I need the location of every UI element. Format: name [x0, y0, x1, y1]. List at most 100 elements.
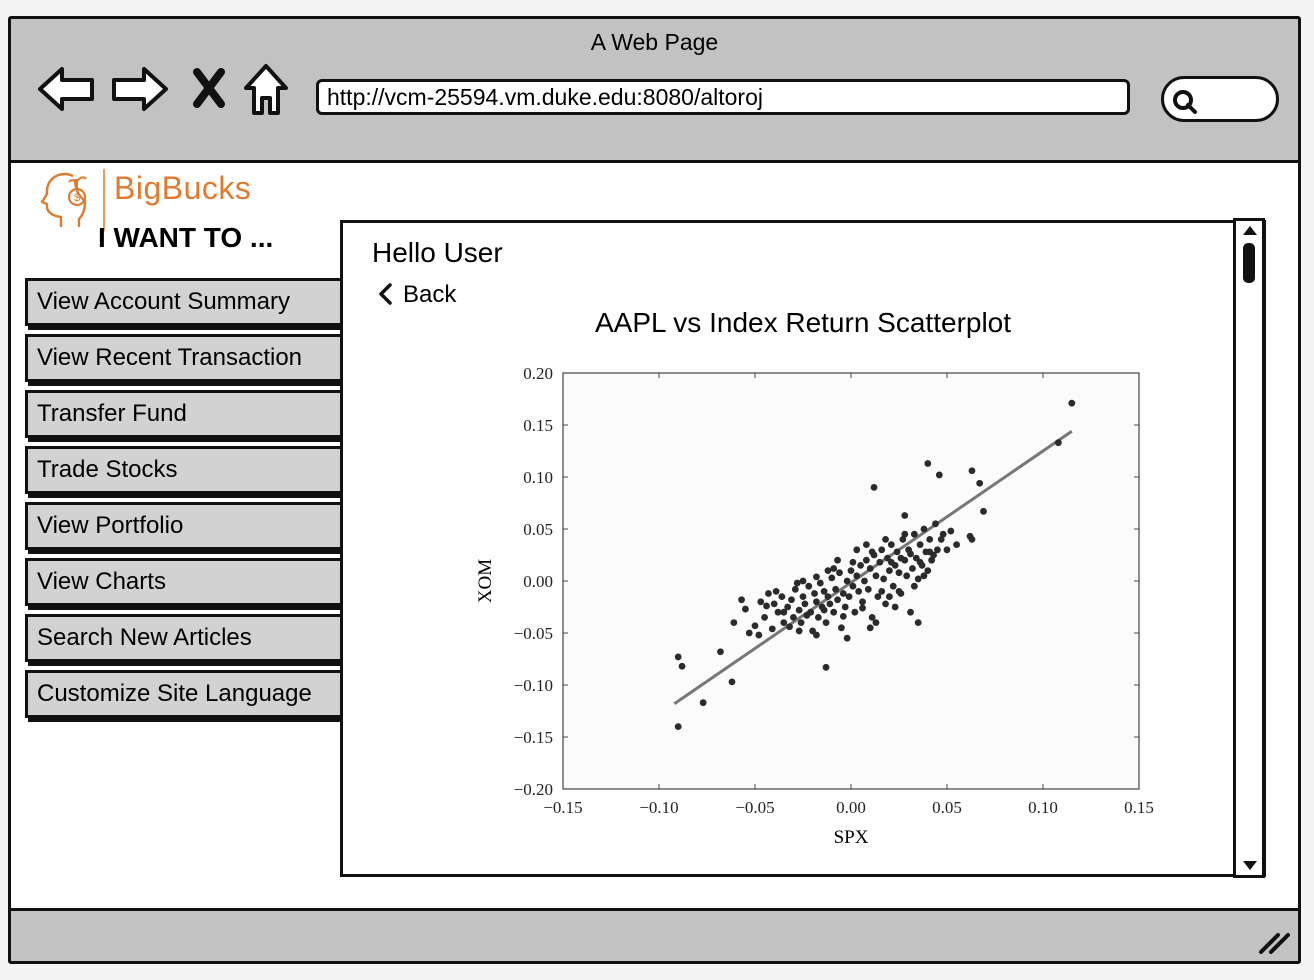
x-tick-label: 0.05: [932, 798, 962, 817]
scatter-point: [822, 619, 830, 626]
home-icon[interactable]: [241, 61, 291, 117]
scatter-point: [788, 596, 795, 604]
scatter-point: [857, 562, 864, 569]
scatter-point: [855, 588, 863, 595]
scatter-point: [895, 569, 903, 577]
scatter-point: [820, 606, 828, 614]
scatter-point: [924, 460, 932, 467]
close-x-icon[interactable]: [191, 67, 227, 109]
vertical-scrollbar[interactable]: [1233, 218, 1265, 878]
resize-grip-icon[interactable]: [1258, 929, 1292, 955]
browser-search-field[interactable]: [1161, 76, 1279, 122]
scatter-point: [836, 569, 843, 577]
forward-arrow-icon[interactable]: [108, 64, 170, 114]
scatter-point: [814, 614, 822, 621]
scatter-point: [717, 648, 724, 656]
sidebar-item-view-account-summary[interactable]: View Account Summary: [25, 278, 351, 326]
scatter-point: [799, 593, 807, 600]
sidebar-item-customize-site-language[interactable]: Customize Site Language: [25, 670, 351, 718]
scatter-point: [868, 614, 876, 621]
scatter-point: [907, 550, 914, 558]
scatter-point: [728, 678, 736, 686]
sidebar-item-search-new-articles[interactable]: Search New Articles: [25, 614, 351, 662]
sidebar-item-view-charts[interactable]: View Charts: [25, 558, 351, 606]
scatter-point: [928, 556, 936, 564]
url-input[interactable]: http://vcm-25594.vm.duke.edu:8080/altoro…: [316, 79, 1130, 115]
scatter-point: [849, 582, 857, 590]
scatter-point: [866, 624, 874, 632]
scatter-point: [853, 572, 861, 580]
scatter-point: [887, 558, 895, 566]
scatter-point: [880, 575, 888, 583]
scatter-point: [699, 699, 707, 707]
scatter-chart: −0.15 −0.10 −0.05 0.00 0.05 0.10 0.15 0.20 0.15…: [475, 364, 1154, 848]
scatter-point: [780, 619, 788, 626]
chevron-left-icon: [379, 283, 392, 305]
scatter-point: [870, 484, 878, 491]
scatter-point: [826, 600, 834, 608]
scatter-point: [864, 585, 872, 593]
scatter-point: [805, 582, 813, 590]
scatter-point: [780, 608, 788, 616]
scatter-point: [976, 479, 984, 487]
scatter-point: [772, 588, 780, 595]
svg-text:$: $: [74, 192, 80, 204]
scatter-point: [934, 546, 941, 554]
scatter-point: [755, 631, 763, 639]
x-tick-label: −0.05: [735, 798, 774, 817]
sidebar-item-transfer-fund[interactable]: Transfer Fund: [25, 390, 351, 438]
scatter-point: [895, 588, 903, 595]
scroll-down-arrow-icon[interactable]: [1241, 860, 1259, 872]
scatter-point: [924, 567, 932, 574]
scatter-point: [849, 558, 857, 566]
scatter-point: [813, 598, 820, 606]
sidebar-item-view-portfolio[interactable]: View Portfolio: [25, 502, 351, 550]
sidebar-item-trade-stocks[interactable]: Trade Stocks: [25, 446, 351, 494]
scatter-point: [774, 608, 782, 616]
scatter-point: [874, 593, 882, 600]
scatter-point: [926, 536, 934, 543]
back-link[interactable]: Back: [377, 281, 456, 309]
scatter-point: [953, 541, 960, 548]
scatter-point: [824, 593, 832, 600]
scatter-point: [910, 530, 918, 538]
scatter-point: [745, 629, 753, 637]
scatter-point: [838, 624, 845, 632]
scatter-point: [803, 611, 811, 619]
y-axis-label: XOM: [475, 559, 496, 603]
scroll-thumb[interactable]: [1243, 243, 1255, 283]
sidebar-heading: I WANT TO ...: [98, 222, 274, 253]
y-tick-label: −0.05: [514, 624, 553, 643]
scatter-point: [801, 600, 809, 608]
back-label: Back: [403, 281, 457, 308]
sidebar-item-view-recent-transaction[interactable]: View Recent Transaction: [25, 334, 351, 382]
scatter-point: [678, 662, 686, 670]
scatter-point: [920, 572, 928, 580]
scatter-point: [843, 634, 851, 642]
scatter-point: [861, 577, 868, 585]
scatter-point: [790, 614, 797, 621]
scroll-up-arrow-icon[interactable]: [1241, 224, 1259, 236]
scatter-point: [876, 558, 884, 566]
scatter-point: [872, 572, 880, 580]
scatter-point: [878, 588, 886, 595]
scatter-point: [795, 627, 803, 635]
scatter-point: [1054, 439, 1062, 447]
scatter-point: [930, 551, 937, 559]
scatter-point: [811, 590, 818, 597]
scatter-point: [872, 619, 880, 626]
main-content-panel: Hello User Back AAPL vs Index Return Sca…: [340, 220, 1266, 877]
scatter-point: [839, 590, 847, 597]
scatter-point: [935, 471, 943, 479]
scatter-point: [757, 598, 765, 606]
browser-toolbar: A Web Page http://vcm-25594.vm.duke.edu:…: [11, 19, 1298, 163]
back-arrow-icon[interactable]: [36, 64, 98, 114]
scatter-point: [834, 556, 841, 564]
scatter-point: [859, 604, 866, 612]
y-tick-label: −0.10: [514, 676, 553, 695]
scatter-point: [868, 548, 876, 556]
scatter-point: [907, 608, 914, 616]
scatter-point: [886, 567, 893, 574]
scatter-point: [830, 608, 838, 616]
scatter-point: [824, 567, 832, 574]
